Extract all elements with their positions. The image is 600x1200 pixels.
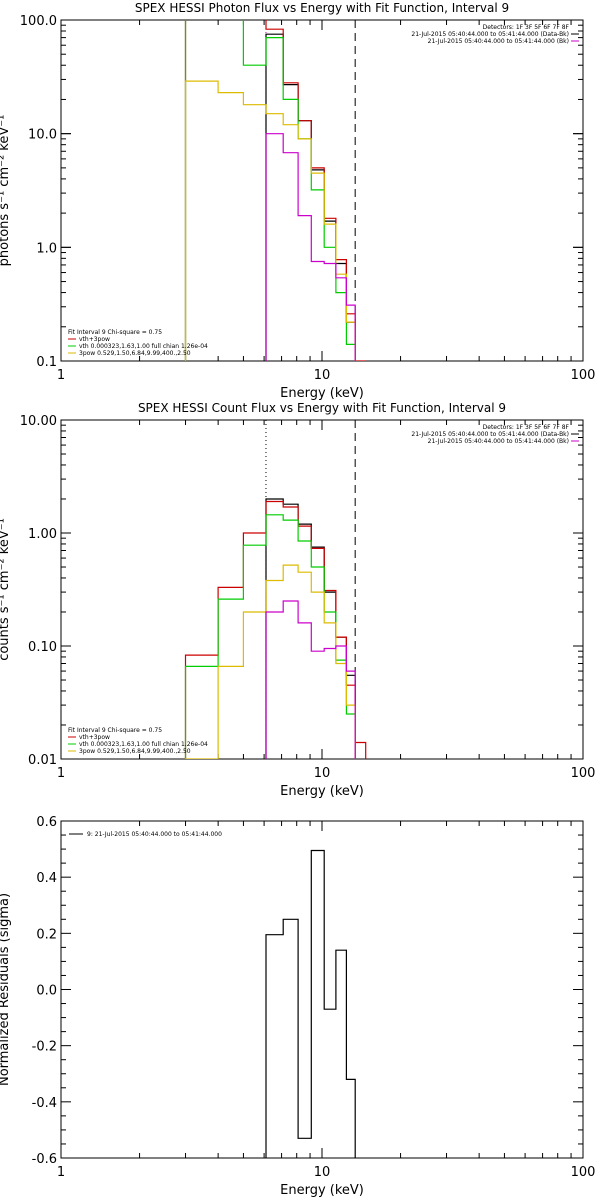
series-vth-3pow <box>184 500 367 759</box>
plot-frame <box>60 419 584 760</box>
series-vth-3pow <box>184 20 367 361</box>
x-tick-label: 1 <box>57 368 65 383</box>
y-tick-label: 1.00 <box>28 527 57 542</box>
y-tick-label: 0.0 <box>36 984 57 999</box>
series-3pow <box>184 564 356 759</box>
y-axis-label: Normalized Residuals (sigma) <box>0 893 12 1086</box>
series-3pow <box>184 80 356 361</box>
plot-area <box>184 20 367 361</box>
y-tick-label: 0.10 <box>28 640 57 655</box>
y-tick-label: 0.4 <box>36 871 57 886</box>
legend-bottom-left-text: 3pow 0.529,1.50,6.84,9.99,400.,2.50 <box>79 350 191 357</box>
legend-bottom-left-text: Fit Interval 9 Chi-square = 0.75 <box>68 727 162 734</box>
x-tick-label: 100 <box>571 368 596 383</box>
x-axis-label: Energy (keV) <box>280 784 364 799</box>
y-tick-label: -0.6 <box>32 1152 57 1167</box>
legend-top-right-text: 21-Jul-2015 05:40:44.000 to 05:41:44.000… <box>428 38 569 45</box>
chart-title: SPEX HESSI Photon Flux vs Energy with Fi… <box>135 1 509 15</box>
legend-top-right-text: 21-Jul-2015 05:40:44.000 to 05:41:44.000… <box>411 431 569 438</box>
series-vth <box>184 20 356 361</box>
legend-top-right-text: Detectors: 1F 3F 5F 6F 7F 8F <box>483 424 570 431</box>
x-tick-label: 10 <box>314 1165 331 1180</box>
y-tick-label: 0.2 <box>36 927 57 942</box>
legend-top-right-text: Detectors: 1F 3F 5F 6F 7F 8F <box>483 24 570 31</box>
x-tick-label: 100 <box>571 1165 596 1180</box>
x-axis-label: Energy (keV) <box>280 1183 364 1198</box>
legend-bottom-left-text: vth 0.000323,1.63,1.00 full chian 1.26e-… <box>79 741 208 748</box>
y-axis-label: counts s⁻¹ cm⁻² keV⁻¹ <box>0 518 12 661</box>
plot-frame <box>60 820 584 1159</box>
x-tick-label: 1 <box>57 766 65 781</box>
legend-top-right-text: 21-Jul-2015 05:40:44.000 to 05:41:44.000… <box>411 31 569 38</box>
x-tick-label: 10 <box>314 368 331 383</box>
x-tick-label: 10 <box>314 766 331 781</box>
plot-area <box>265 849 356 1158</box>
series-bk <box>265 600 356 759</box>
x-tick-label: 100 <box>571 766 596 781</box>
chart-panel-2: SPEX HESSI Count Flux vs Energy with Fit… <box>0 401 595 799</box>
legend-bottom-left-text: 3pow 0.529,1.50,6.84,9.99,400.,2.50 <box>79 748 191 755</box>
y-tick-label: 0.1 <box>36 355 57 370</box>
series-data-bk <box>265 33 356 361</box>
chart-title: SPEX HESSI Count Flux vs Energy with Fit… <box>138 401 506 415</box>
legend-top-left-text: 9: 21-Jul-2015 05:40:44.000 to 05:41:44.… <box>87 831 222 838</box>
x-axis-label: Energy (keV) <box>280 386 364 401</box>
legend-top-right-text: 21-Jul-2015 05:40:44.000 to 05:41:44.000… <box>428 438 569 445</box>
y-tick-label: 0.01 <box>28 753 57 768</box>
y-tick-label: 10.00 <box>20 414 57 429</box>
y-tick-label: 0.6 <box>36 815 57 830</box>
y-tick-label: 100.0 <box>20 14 57 29</box>
legend-bottom-left-text: Fit Interval 9 Chi-square = 0.75 <box>68 329 162 336</box>
y-axis-label: photons s⁻¹ cm⁻² keV⁻¹ <box>0 115 12 267</box>
series-bk <box>265 133 356 361</box>
chart-panel-3: 1 10 100 -0.6 -0.4 -0.2 0.0 0.2 0.4 0.6 Energy (ke… <box>0 815 595 1198</box>
y-tick-label: -0.2 <box>32 1040 57 1055</box>
legend-bottom-left-text: vth+3pow <box>79 336 110 343</box>
legend-bottom-left-text: vth 0.000323,1.63,1.00 full chian 1.26e-… <box>79 343 208 350</box>
series-vth <box>184 514 356 759</box>
chart-panel-1: SPEX HESSI Photon Flux vs Energy with Fi… <box>0 1 596 401</box>
series-9-21-jul-2015-05-40-44-000-to-05-41-44-000 <box>265 849 356 1158</box>
x-tick-label: 1 <box>57 1165 65 1180</box>
series-data-bk <box>265 498 356 759</box>
y-tick-label: 10.0 <box>28 128 57 143</box>
y-tick-label: -0.4 <box>32 1096 57 1111</box>
legend-bottom-left-text: vth+3pow <box>79 734 110 741</box>
plot-area <box>184 420 367 759</box>
y-tick-label: 1.0 <box>36 241 57 256</box>
